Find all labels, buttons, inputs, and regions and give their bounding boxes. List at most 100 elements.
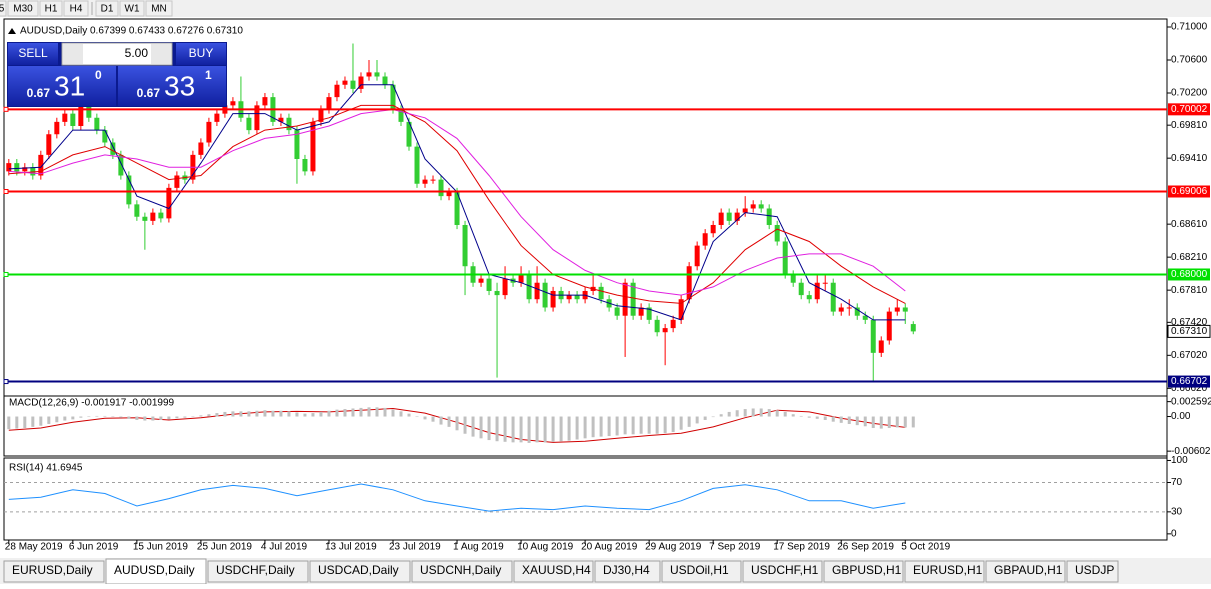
timeframe-label[interactable]: H1 (45, 4, 58, 15)
rsi-line (8, 483, 906, 512)
chart-title: AUDUSD,Daily (20, 26, 87, 37)
current-price-box (1167, 324, 1211, 338)
timeframe-label[interactable]: D1 (101, 4, 114, 15)
macd-bar (751, 408, 755, 417)
candle-body (454, 191, 460, 225)
candle-body (254, 105, 260, 131)
timeframe-label[interactable]: H4 (70, 4, 83, 15)
candle-body (46, 134, 52, 155)
macd-bar (167, 416, 171, 420)
chart-tab[interactable] (3, 560, 105, 583)
macd-bar (439, 416, 443, 425)
timeframe-button[interactable] (0, 0, 7, 17)
x-tick-label: 29 Aug 2019 (645, 542, 702, 553)
sell-price-pip: 0 (95, 68, 102, 82)
macd-bar (519, 416, 523, 443)
chart-tab-label[interactable]: USDCAD,Daily (318, 563, 399, 577)
sell-price-box[interactable] (8, 66, 116, 106)
level-label-box (1168, 375, 1210, 388)
chart-tab-label[interactable]: EURUSD,H1 (913, 563, 983, 577)
chart-tab-label[interactable]: USDJP (1075, 563, 1114, 577)
macd-bar (375, 407, 379, 417)
x-tick-label: 1 Aug 2019 (453, 542, 504, 553)
timeframe-label[interactable]: M30 (13, 4, 33, 15)
chart-tab[interactable] (985, 560, 1066, 583)
y-tick-label: 0.69810 (1171, 120, 1208, 131)
y-tick-label: 70 (1171, 477, 1183, 488)
macd-bar (903, 416, 907, 428)
chart-tab-label[interactable]: USDCHF,Daily (216, 563, 295, 577)
sell-price-main: 31 (54, 70, 85, 101)
chart-tab[interactable] (823, 560, 904, 583)
macd-bar (695, 416, 699, 424)
timeframe-button[interactable] (7, 0, 39, 17)
chart-tab-label[interactable]: USDOil,H1 (670, 563, 729, 577)
chart-tab[interactable] (207, 560, 309, 583)
chart-tab-label[interactable]: GBPUSD,H1 (832, 563, 902, 577)
candle-body (750, 204, 756, 209)
lots-value[interactable]: 5.00 (125, 46, 149, 60)
chart-tab[interactable] (411, 560, 513, 583)
chart-tab-label[interactable]: AUDUSD,Daily (114, 563, 195, 577)
chart-tab-label[interactable]: XAUUSD,H4 (522, 563, 591, 577)
buy-label[interactable]: BUY (189, 46, 214, 60)
buy-button[interactable] (176, 43, 226, 65)
timeframe-label[interactable]: W1 (125, 4, 140, 15)
level-handle (3, 106, 9, 112)
timeframe-button[interactable] (119, 0, 145, 17)
macd-bar (207, 414, 211, 417)
timeframe-button[interactable] (95, 0, 119, 17)
candle-body (614, 307, 620, 316)
candle-body (110, 142, 116, 155)
chart-tab-label[interactable]: USDCNH,Daily (420, 563, 501, 577)
sell-label[interactable]: SELL (18, 46, 48, 60)
timeframe-button[interactable] (63, 0, 89, 17)
macd-bar (703, 416, 707, 420)
lots-input[interactable] (61, 42, 173, 66)
macd-bar (543, 416, 547, 443)
chart-tab[interactable] (661, 560, 742, 583)
timeframe-label[interactable]: 5 (0, 4, 5, 15)
chart-tab-label[interactable]: DJ30,H4 (603, 563, 650, 577)
macd-bar (799, 415, 803, 417)
chart-tab-label[interactable]: EURUSD,Daily (12, 563, 93, 577)
indicator-title: MACD(12,26,9) -0.001917 -0.001999 (9, 398, 175, 409)
chart-tab[interactable] (105, 558, 207, 585)
timeframe-label[interactable]: MN (151, 4, 167, 15)
candle-body (550, 290, 556, 308)
macd-bar (191, 416, 195, 418)
macd-bar (855, 416, 859, 426)
candle-body (310, 121, 316, 172)
buy-price-box[interactable] (118, 66, 226, 106)
x-tick-label: 25 Jun 2019 (197, 542, 252, 553)
lots-down[interactable] (63, 44, 83, 64)
candle-body (478, 278, 484, 283)
timeframe-button[interactable] (145, 0, 173, 17)
moving-average (8, 108, 906, 296)
timeframe-button[interactable] (39, 0, 63, 17)
lots-up[interactable] (151, 44, 171, 64)
candle-body (398, 109, 404, 122)
candle-body (278, 117, 284, 122)
macd-bar (311, 413, 315, 417)
chart-tab[interactable] (1066, 560, 1119, 583)
candle-body (910, 324, 916, 332)
candle-body (670, 319, 676, 329)
chart-tab[interactable] (309, 560, 411, 583)
macd-bar (503, 416, 507, 442)
chart-tab[interactable] (904, 560, 985, 583)
candle-body (334, 84, 340, 98)
macd-bar (511, 416, 515, 443)
candle-body (326, 97, 332, 110)
y-tick-label: 0.002592 (1171, 396, 1211, 407)
sell-button[interactable] (8, 43, 58, 65)
chart-tab[interactable] (742, 560, 823, 583)
macd-bar (423, 416, 427, 420)
candle-body (30, 167, 36, 176)
macd-bar (175, 416, 179, 419)
chart-tab-label[interactable]: USDCHF,H1 (751, 563, 819, 577)
chart-tab[interactable] (594, 560, 661, 583)
chart-tab-label[interactable]: GBPAUD,H1 (994, 563, 1063, 577)
chart-tab[interactable] (513, 560, 594, 583)
